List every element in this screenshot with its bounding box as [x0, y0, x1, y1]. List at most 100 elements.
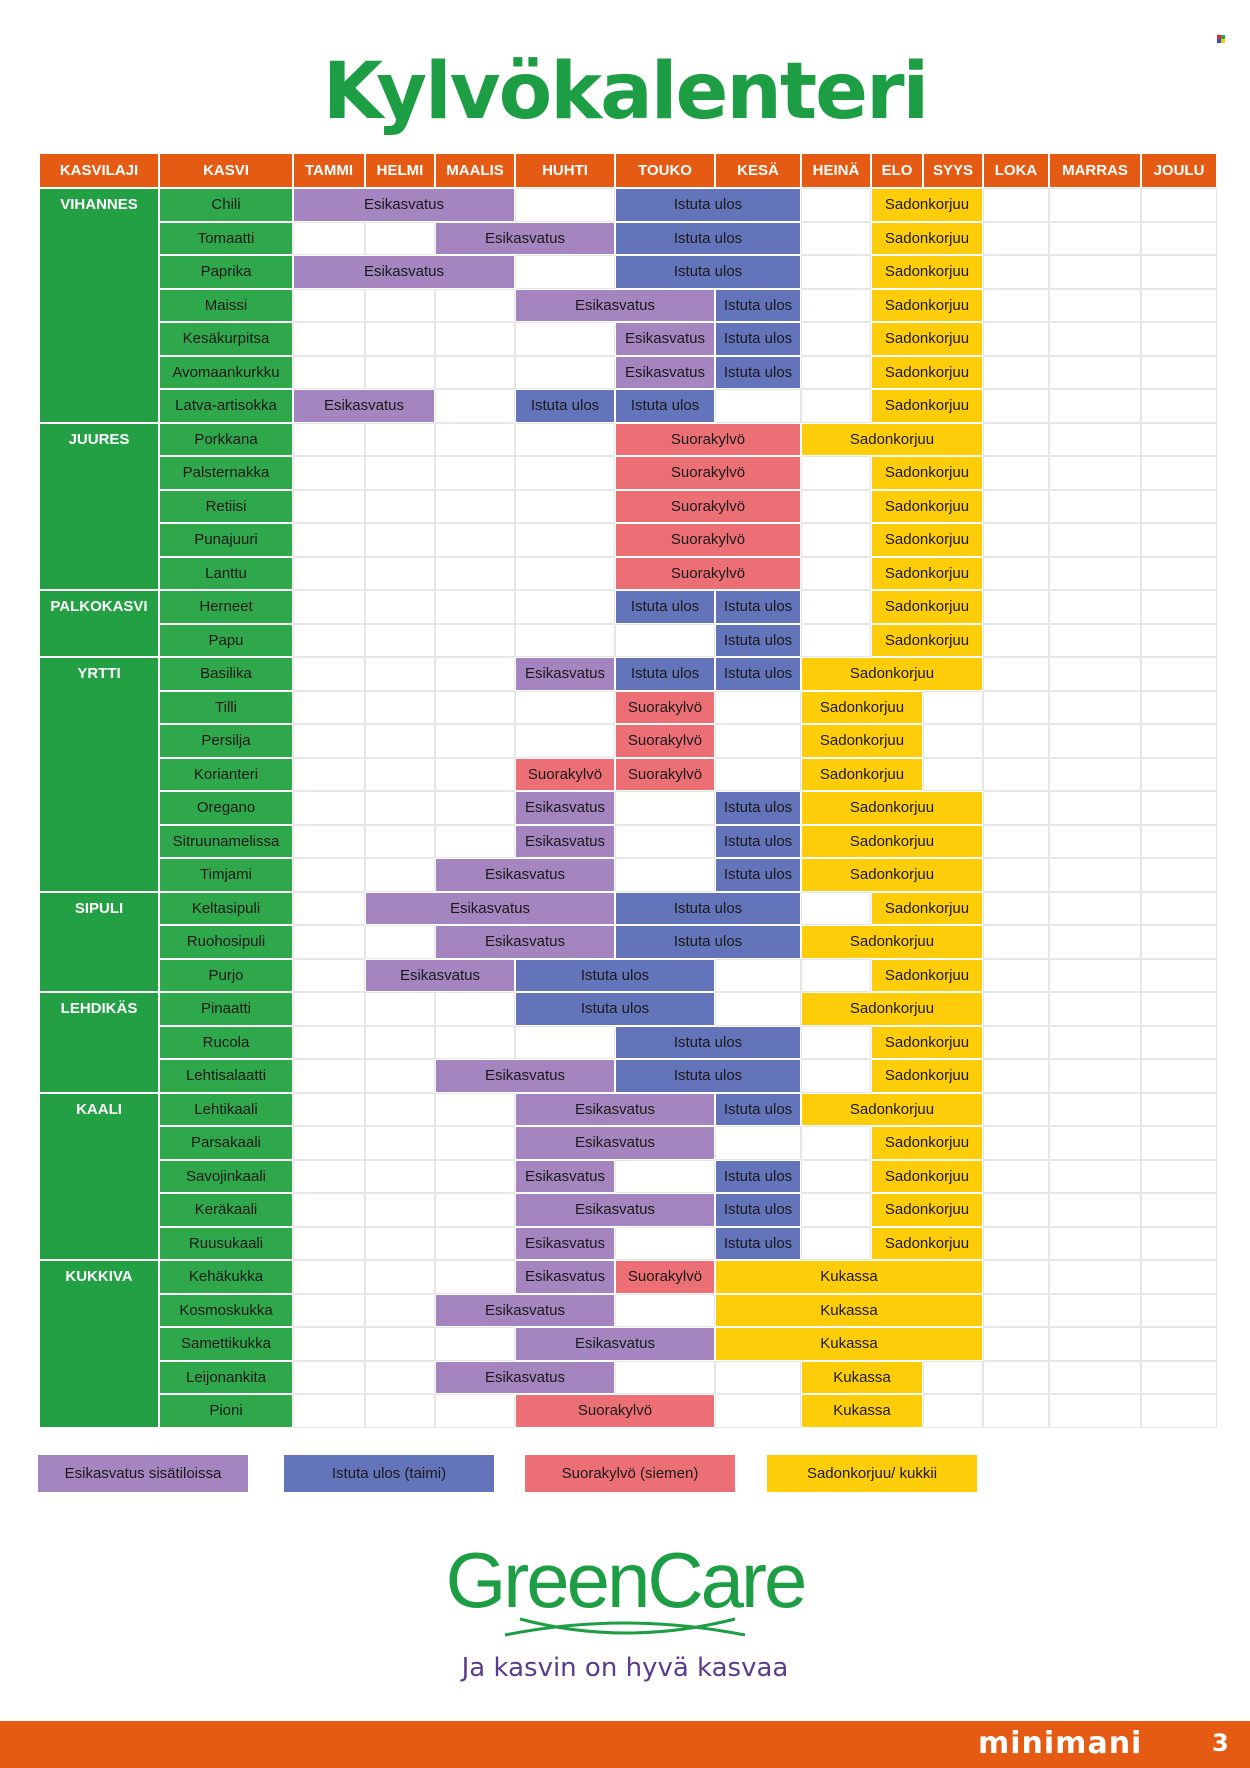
empty-cell	[366, 423, 434, 455]
legend-item: Sadonkorjuu/ kukkii	[767, 1455, 977, 1492]
empty-cell	[1050, 926, 1140, 958]
table-row: Palsternakka Suorakylvö Sadonkorjuu	[40, 457, 1216, 489]
empty-cell	[1050, 1093, 1140, 1125]
empty-cell	[716, 725, 800, 757]
empty-cell	[616, 1160, 714, 1192]
plant-name-cell: Timjami	[160, 859, 292, 891]
empty-cell	[802, 591, 870, 623]
empty-cell	[1050, 959, 1140, 991]
page-number: 3	[1212, 1729, 1229, 1757]
empty-cell	[802, 624, 870, 656]
category-cell: KUKKIVA	[40, 1261, 158, 1427]
empty-cell	[1142, 1328, 1216, 1360]
plant-name-cell: Samettikukka	[160, 1328, 292, 1360]
empty-cell	[1142, 222, 1216, 254]
activity-bar: Sadonkorjuu	[802, 792, 982, 824]
empty-cell	[984, 1194, 1048, 1226]
activity-bar: Istuta ulos	[716, 859, 800, 891]
empty-cell	[984, 825, 1048, 857]
table-row: Latva-artisokka Esikasvatus Istuta ulos Ist…	[40, 390, 1216, 422]
activity-bar: Sadonkorjuu	[872, 1060, 982, 1092]
activity-bar: Suorakylvö	[616, 423, 800, 455]
empty-cell	[1142, 256, 1216, 288]
activity-bar: Suorakylvö	[616, 457, 800, 489]
empty-cell	[984, 1026, 1048, 1058]
table-row: LEHDIKÄS Pinaatti Istuta ulos Sadonkorjuu	[40, 993, 1216, 1092]
empty-cell	[294, 1160, 364, 1192]
category-cell: PALKOKASVI	[40, 591, 158, 656]
empty-cell	[436, 591, 514, 623]
empty-cell	[616, 624, 714, 656]
empty-cell	[1050, 758, 1140, 790]
empty-cell	[516, 557, 614, 589]
activity-bar: Istuta ulos	[716, 591, 800, 623]
activity-bar: Suorakylvö	[616, 725, 714, 757]
empty-cell	[1142, 591, 1216, 623]
activity-bar: Suorakylvö	[616, 490, 800, 522]
empty-cell	[984, 993, 1048, 1025]
activity-bar: Sadonkorjuu	[872, 256, 982, 288]
header-elo: ELO	[872, 154, 922, 187]
empty-cell	[294, 1361, 364, 1393]
empty-cell	[366, 557, 434, 589]
empty-cell	[366, 1194, 434, 1226]
empty-cell	[436, 725, 514, 757]
plant-name-cell: Basilika	[160, 658, 292, 690]
empty-cell	[802, 1227, 870, 1259]
empty-cell	[802, 1127, 870, 1159]
empty-cell	[436, 1026, 514, 1058]
table-row: KAALI Lehtikaali Esikasvatus Istuta ulos Sad…	[40, 1093, 1216, 1259]
empty-cell	[366, 926, 434, 958]
activity-bar: Kukassa	[802, 1395, 922, 1427]
empty-cell	[294, 524, 364, 556]
empty-cell	[1142, 1160, 1216, 1192]
activity-bar: Sadonkorjuu	[872, 1227, 982, 1259]
table-row: VIHANNES Chili Esikasvatus Istuta ulos Sadon…	[40, 189, 1216, 422]
empty-cell	[294, 1294, 364, 1326]
empty-cell	[516, 1026, 614, 1058]
empty-cell	[1142, 1395, 1216, 1427]
empty-cell	[1050, 457, 1140, 489]
table-row: JUURES Porkkana Suorakylvö Sadonkorjuu	[40, 423, 1216, 589]
empty-cell	[366, 1026, 434, 1058]
empty-cell	[984, 222, 1048, 254]
empty-cell	[294, 658, 364, 690]
table-row: Samettikukka Esikasvatus Kukassa	[40, 1328, 1216, 1360]
table-row: KUKKIVA Kehäkukka Esikasvatus Suorakylvö Kuk…	[40, 1261, 1216, 1427]
empty-cell	[516, 423, 614, 455]
header-kasvi: KASVI	[160, 154, 292, 187]
plant-name-cell: Avomaankurkku	[160, 356, 292, 388]
empty-cell	[716, 390, 800, 422]
activity-bar: Istuta ulos	[516, 993, 714, 1025]
plant-name-cell: Tomaatti	[160, 222, 292, 254]
empty-cell	[1050, 825, 1140, 857]
table-row: Persilja Suorakylvö Sadonkorjuu	[40, 725, 1216, 757]
activity-bar: Suorakylvö	[616, 524, 800, 556]
empty-cell	[984, 557, 1048, 589]
empty-cell	[984, 524, 1048, 556]
empty-cell	[1142, 1261, 1216, 1293]
empty-cell	[294, 289, 364, 321]
empty-cell	[516, 524, 614, 556]
plant-name-cell: Purjo	[160, 959, 292, 991]
empty-cell	[802, 457, 870, 489]
activity-bar: Esikasvatus	[436, 222, 614, 254]
empty-cell	[366, 457, 434, 489]
activity-bar: Istuta ulos	[716, 825, 800, 857]
activity-bar: Istuta ulos	[616, 1060, 800, 1092]
footer-bar: minimani 3	[0, 1721, 1250, 1768]
activity-bar: Esikasvatus	[366, 959, 514, 991]
activity-bar: Sadonkorjuu	[872, 490, 982, 522]
table-row: Maissi Esikasvatus Istuta ulos Sadonkorjuu	[40, 289, 1216, 321]
header-row: KASVILAJI KASVI TAMMI HELMI MAALIS HUHTI TOUKO…	[40, 154, 1216, 187]
empty-cell	[716, 1361, 800, 1393]
plant-name-cell: Lehtisalaatti	[160, 1060, 292, 1092]
empty-cell	[294, 825, 364, 857]
empty-cell	[802, 490, 870, 522]
activity-bar: Istuta ulos	[716, 323, 800, 355]
empty-cell	[1142, 1127, 1216, 1159]
activity-bar: Esikasvatus	[516, 1160, 614, 1192]
empty-cell	[984, 1328, 1048, 1360]
table-row: Rucola Istuta ulos Sadonkorjuu	[40, 1026, 1216, 1058]
activity-bar: Suorakylvö	[516, 758, 614, 790]
